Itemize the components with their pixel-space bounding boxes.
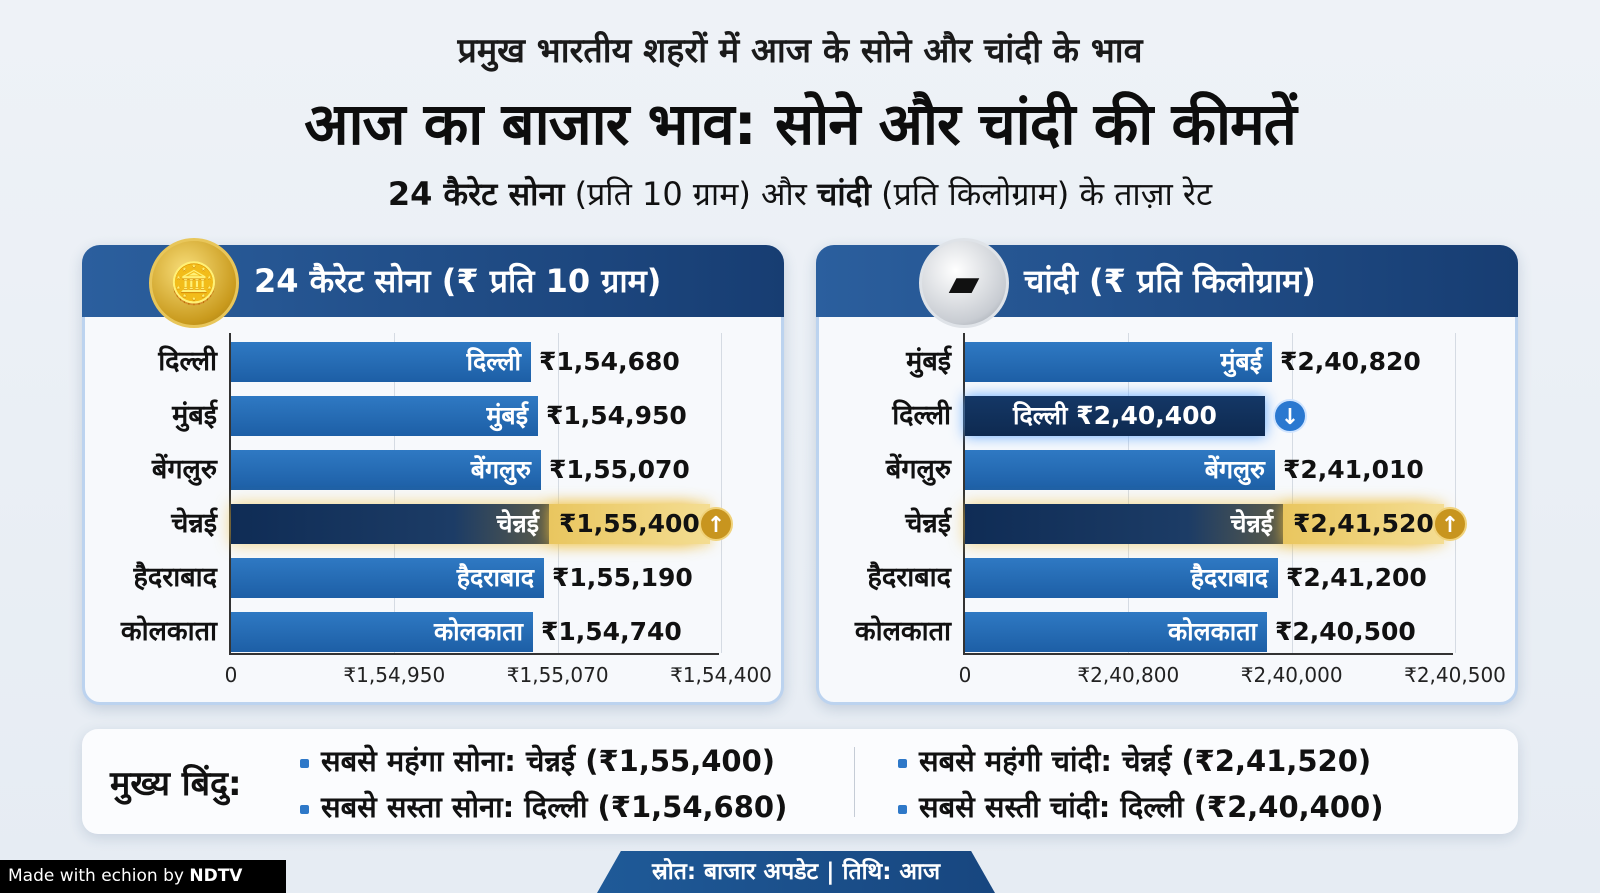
silver-bars-icon: ▰: [919, 238, 1009, 328]
category-label: मुंबई: [906, 346, 951, 377]
x-tick-label: ₹1,55,070: [506, 663, 609, 687]
category-label: दिल्ली: [892, 400, 951, 431]
value-label: ₹2,41,010: [1283, 455, 1424, 484]
bar: हैदराबाद: [231, 558, 544, 598]
value-label: ₹1,55,400: [549, 504, 710, 544]
main-title: आज का बाजार भाव: सोने और चांदी की कीमतें: [304, 90, 1297, 158]
category-label: हैदराबाद: [133, 562, 217, 593]
category-label: दिल्ली: [158, 346, 217, 377]
gridline: [1128, 333, 1130, 653]
category-label: चेन्नई: [171, 508, 217, 539]
bar: हैदराबाद: [965, 558, 1278, 598]
bar: दिल्ली: [231, 342, 531, 382]
arrow-up-icon: ↑: [699, 507, 733, 541]
value-label: ₹2,41,200: [1286, 563, 1427, 592]
value-label: ₹1,54,950: [546, 401, 687, 430]
gridline: [1291, 333, 1293, 653]
category-label: कोलकाता: [854, 616, 951, 647]
watermark-prefix: Made with: [8, 866, 102, 886]
x-tick-label: 0: [958, 663, 972, 687]
bar: कोलकाता: [231, 612, 533, 652]
bar: मुंबई: [965, 342, 1272, 382]
watermark-brand: echion: [101, 866, 158, 886]
key-points-box: मुख्य बिंदु: सबसे महंगा सोना: चेन्नई (₹1…: [82, 729, 1518, 834]
x-tick-label: ₹1,54,400: [670, 663, 772, 687]
category-label: बेंगलुरु: [885, 454, 951, 485]
key-point-silver-max: सबसे महंगी चांदी: चेन्नई (₹2,41,520): [898, 741, 1371, 780]
value-label: ₹2,41,520: [1283, 504, 1444, 544]
category-label: चेन्नई: [905, 508, 951, 539]
category-label: हैदराबाद: [867, 562, 951, 593]
x-tick-label: 0: [224, 663, 238, 687]
gridline: [721, 333, 722, 653]
watermark-by: by: [157, 866, 190, 886]
category-label: मुंबई: [172, 400, 217, 431]
silver-chart-panel: चांदी (₹ प्रति किलोग्राम) ▰ 0 ₹2,40,800 ₹2…: [816, 238, 1518, 705]
value-label: ₹1,54,680: [539, 347, 680, 376]
bar: बेंगलुरु: [231, 450, 541, 490]
subtitle-text-end: (प्रति किलोग्राम) के ताज़ा रेट: [870, 175, 1213, 213]
bar: कोलकाता: [965, 612, 1267, 652]
value-label: ₹2,40,500: [1275, 617, 1416, 646]
divider: [854, 747, 855, 817]
value-label: ₹1,54,740: [541, 617, 682, 646]
gridline: [557, 333, 559, 653]
gridline: [1455, 333, 1456, 653]
key-points-label: मुख्य बिंदु:: [110, 764, 242, 804]
x-tick-label: ₹2,40,000: [1240, 663, 1343, 687]
title-top: प्रमुख भारतीय शहरों में आज के सोने और चा…: [457, 31, 1143, 71]
category-label: बेंगलुरु: [151, 454, 217, 485]
subtitle-text: (प्रति 10 ग्राम) और: [564, 175, 818, 213]
value-label: ₹1,55,190: [552, 563, 693, 592]
gridline: [394, 333, 396, 653]
x-tick-label: ₹1,54,950: [343, 663, 446, 687]
x-tick-label: ₹2,40,800: [1077, 663, 1180, 687]
gold-plot-area: 0 ₹1,54,950 ₹1,55,070 ₹1,54,400 दिल्ली दिल्ली…: [121, 333, 772, 687]
x-tick-label: ₹2,40,500: [1404, 663, 1506, 687]
key-point-silver-min: सबसे सस्ती चांदी: दिल्ली (₹2,40,400): [898, 787, 1383, 826]
bar: मुंबई: [231, 396, 538, 436]
bar: चेन्नई: [231, 504, 549, 544]
arrow-down-icon: ↓: [1273, 399, 1307, 433]
bar-row: चेन्नई चेन्नई ₹2,41,520 ↑: [905, 504, 1467, 544]
bar: बेंगलुरु: [965, 450, 1275, 490]
key-point-gold-min: सबसे सस्ता सोना: दिल्ली (₹1,54,680): [300, 787, 787, 826]
subtitle-silver: चांदी: [817, 175, 871, 213]
gold-coins-icon: 🪙: [149, 238, 239, 328]
value-label: ₹1,55,070: [549, 455, 690, 484]
category-label: कोलकाता: [120, 616, 217, 647]
arrow-up-icon: ↑: [1433, 507, 1467, 541]
subtitle: 24 कैरेट सोना (प्रति 10 ग्राम) और चांदी …: [0, 172, 1600, 215]
bar: चेन्नई: [965, 504, 1283, 544]
bar-row: चेन्नई चेन्नई ₹1,55,400 ↑: [171, 504, 733, 544]
watermark-org: NDTV: [189, 866, 243, 886]
subtitle-gold: 24 कैरेट सोना: [387, 175, 565, 213]
watermark: Made with echion by NDTV: [0, 860, 286, 893]
silver-plot-area: 0 ₹2,40,800 ₹2,40,000 ₹2,40,500 मुंबई मुंबई ₹2…: [855, 333, 1506, 687]
bar: दिल्ली ₹2,40,400: [965, 396, 1265, 436]
source-footer: स्रोत: बाजार अपडेट | तिथि: आज: [597, 851, 995, 893]
gold-chart-panel: 24 कैरेट सोना (₹ प्रति 10 ग्राम) 🪙 0 ₹1,5…: [82, 238, 784, 705]
value-label: ₹2,40,820: [1280, 347, 1421, 376]
key-point-gold-max: सबसे महंगा सोना: चेन्नई (₹1,55,400): [300, 741, 775, 780]
